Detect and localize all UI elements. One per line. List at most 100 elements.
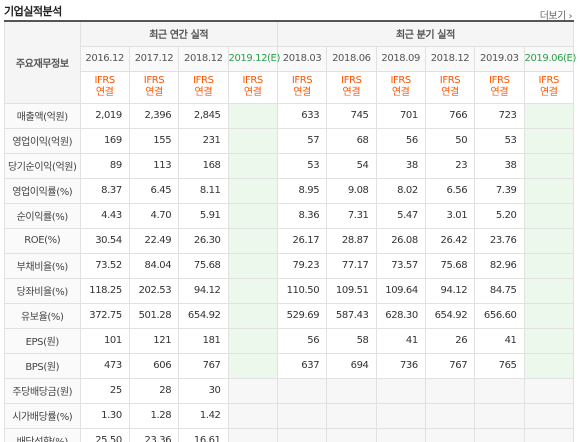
row-label: 부채비율(%)	[4, 252, 81, 279]
ifrs-badge: IFRS 연결	[128, 70, 180, 104]
value-cell: 75.68	[424, 252, 476, 279]
value-cell: 23.76	[474, 227, 525, 254]
row-label: 당좌비율(%)	[4, 277, 81, 304]
value-cell	[523, 202, 574, 229]
ifrs-badge: IFRS 연결	[326, 70, 377, 104]
value-cell: 79.23	[276, 252, 328, 279]
row-label: 주당배당금(원)	[4, 377, 81, 404]
value-cell	[523, 402, 574, 429]
main-label-header: 주요재무정보	[4, 20, 81, 104]
value-cell	[227, 427, 278, 442]
value-cell: 5.20	[474, 202, 525, 229]
value-cell: 77.17	[326, 252, 377, 279]
value-cell	[523, 152, 574, 179]
row-label: 영업이익(억원)	[4, 127, 81, 154]
value-cell	[474, 427, 525, 442]
value-cell	[227, 277, 278, 304]
value-cell	[326, 377, 377, 404]
value-cell	[523, 127, 574, 154]
period-header: 2019.06(E)	[523, 45, 576, 72]
value-cell	[227, 352, 278, 379]
value-cell	[227, 327, 278, 354]
value-cell: 50	[424, 127, 476, 154]
value-cell: 587.43	[326, 302, 377, 329]
value-cell: 155	[128, 127, 180, 154]
value-cell: 41	[375, 327, 426, 354]
value-cell	[227, 402, 278, 429]
ifrs-badge: IFRS 연결	[375, 70, 426, 104]
value-cell: 30	[178, 377, 229, 404]
table-row: 부채비율(%) 73.52 84.04 75.68 79.23 77.17 73.57 75.…	[4, 252, 574, 279]
value-cell: 26.42	[424, 227, 476, 254]
value-cell: 54	[326, 152, 377, 179]
value-cell	[227, 377, 278, 404]
value-cell: 6.45	[128, 177, 180, 204]
value-cell: 57	[276, 127, 328, 154]
row-label: EPS(원)	[4, 327, 81, 354]
value-cell	[474, 377, 525, 404]
row-label: BPS(원)	[4, 352, 81, 379]
value-cell: 9.08	[326, 177, 377, 204]
value-cell: 656.60	[474, 302, 525, 329]
financial-table: 주요재무정보 최근 연간 실적 최근 분기 실적 2016.12 2017.12 2…	[4, 20, 576, 442]
value-cell	[227, 227, 278, 254]
value-cell: 58	[326, 327, 377, 354]
value-cell: 231	[178, 127, 229, 154]
table-row: 영업이익(억원) 169 155 231 57 68 56 50 53	[4, 127, 574, 154]
value-cell: 53	[474, 127, 525, 154]
row-label: 배당성향(%)	[4, 427, 81, 442]
value-cell	[227, 152, 278, 179]
value-cell: 767	[178, 352, 229, 379]
date-header-row: 2016.12 2017.12 2018.12 2019.12(E) 2018.03 20…	[5, 45, 576, 72]
value-cell	[227, 252, 278, 279]
value-cell	[424, 402, 476, 429]
table-row: 주당배당금(원) 25 28 30	[4, 377, 574, 404]
value-cell: 22.49	[128, 227, 180, 254]
value-cell: 38	[474, 152, 525, 179]
value-cell: 84.75	[474, 277, 525, 304]
value-cell: 56	[276, 327, 328, 354]
value-cell: 75.68	[178, 252, 229, 279]
value-cell: 109.64	[375, 277, 426, 304]
value-cell: 16.61	[178, 427, 229, 442]
more-link[interactable]: 더보기 ›	[539, 11, 573, 22]
value-cell: 8.11	[178, 177, 229, 204]
value-cell	[375, 377, 426, 404]
value-cell: 2,396	[128, 102, 180, 129]
section-title: 기업실적분석	[4, 5, 62, 18]
value-cell	[424, 427, 476, 442]
value-cell: 68	[326, 127, 377, 154]
value-cell	[375, 402, 426, 429]
value-cell	[326, 427, 377, 442]
value-cell: 501.28	[128, 302, 180, 329]
value-cell: 1.42	[178, 402, 229, 429]
value-cell: 56	[375, 127, 426, 154]
value-cell: 23	[424, 152, 476, 179]
value-cell: 8.37	[79, 177, 130, 204]
value-cell: 5.91	[178, 202, 229, 229]
table-row: ROE(%) 30.54 22.49 26.30 26.17 28.87 26.08 26.4…	[4, 227, 574, 254]
value-cell: 109.51	[326, 277, 377, 304]
value-cell: 101	[79, 327, 130, 354]
value-cell: 41	[474, 327, 525, 354]
value-cell	[424, 377, 476, 404]
value-cell	[523, 277, 574, 304]
value-cell	[227, 177, 278, 204]
period-header: 2018.06	[326, 45, 377, 72]
value-cell	[523, 302, 574, 329]
period-header: 2018.12	[424, 45, 476, 72]
value-cell: 169	[79, 127, 130, 154]
row-label: ROE(%)	[4, 227, 81, 254]
value-cell: 168	[178, 152, 229, 179]
value-cell	[227, 102, 278, 129]
table-row: 당좌비율(%) 118.25 202.53 94.12 110.50 109.51 109.…	[4, 277, 574, 304]
value-cell: 25	[79, 377, 130, 404]
value-cell	[523, 102, 574, 129]
value-cell: 767	[424, 352, 476, 379]
value-cell: 606	[128, 352, 180, 379]
value-cell: 5.47	[375, 202, 426, 229]
ifrs-badge: IFRS 연결	[523, 70, 574, 104]
value-cell: 529.69	[276, 302, 328, 329]
value-cell: 26.17	[276, 227, 328, 254]
value-cell	[227, 202, 278, 229]
